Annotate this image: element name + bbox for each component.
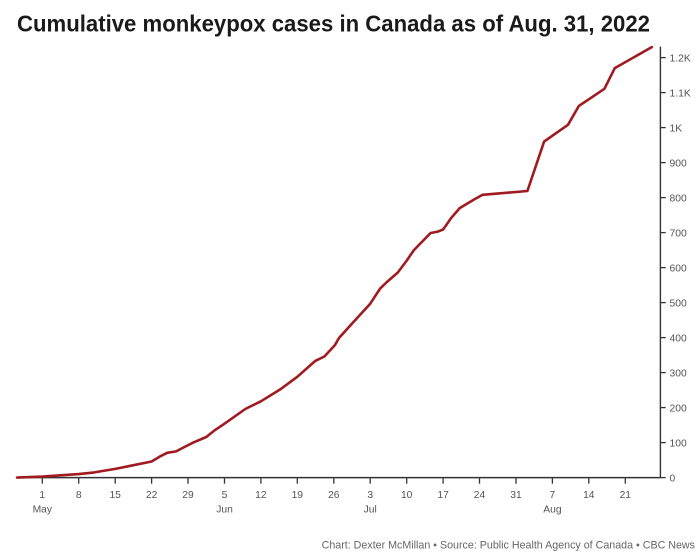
- svg-text:15: 15: [109, 490, 121, 501]
- svg-text:17: 17: [437, 490, 449, 501]
- svg-text:300: 300: [670, 368, 687, 379]
- svg-text:500: 500: [670, 298, 687, 309]
- svg-text:1.2K: 1.2K: [670, 53, 691, 64]
- svg-text:700: 700: [670, 228, 687, 239]
- svg-text:0: 0: [670, 473, 676, 484]
- svg-text:29: 29: [182, 490, 194, 501]
- svg-text:1: 1: [39, 490, 45, 501]
- svg-text:22: 22: [146, 490, 158, 501]
- svg-text:1.1K: 1.1K: [670, 88, 691, 99]
- svg-text:31: 31: [510, 490, 522, 501]
- svg-text:21: 21: [620, 490, 632, 501]
- svg-text:14: 14: [583, 490, 595, 501]
- svg-text:400: 400: [670, 333, 687, 344]
- svg-text:26: 26: [328, 490, 340, 501]
- svg-text:3: 3: [367, 490, 373, 501]
- svg-text:Chart: Dexter McMillan • Sourc: Chart: Dexter McMillan • Source: Public …: [322, 540, 695, 552]
- svg-text:Cumulative monkeypox cases in: Cumulative monkeypox cases in Canada as …: [17, 10, 650, 36]
- svg-text:Jul: Jul: [364, 505, 377, 516]
- svg-text:200: 200: [670, 403, 687, 414]
- svg-text:12: 12: [255, 490, 267, 501]
- svg-text:1K: 1K: [670, 123, 683, 134]
- svg-text:19: 19: [292, 490, 304, 501]
- svg-text:900: 900: [670, 158, 687, 169]
- svg-text:5: 5: [222, 490, 228, 501]
- svg-text:100: 100: [670, 438, 687, 449]
- svg-text:10: 10: [401, 490, 413, 501]
- svg-text:Aug: Aug: [543, 505, 562, 516]
- svg-text:8: 8: [76, 490, 82, 501]
- svg-text:600: 600: [670, 263, 687, 274]
- svg-text:800: 800: [670, 193, 687, 204]
- svg-text:May: May: [33, 505, 53, 516]
- svg-text:7: 7: [550, 490, 556, 501]
- svg-text:24: 24: [474, 490, 486, 501]
- svg-text:Jun: Jun: [216, 505, 233, 516]
